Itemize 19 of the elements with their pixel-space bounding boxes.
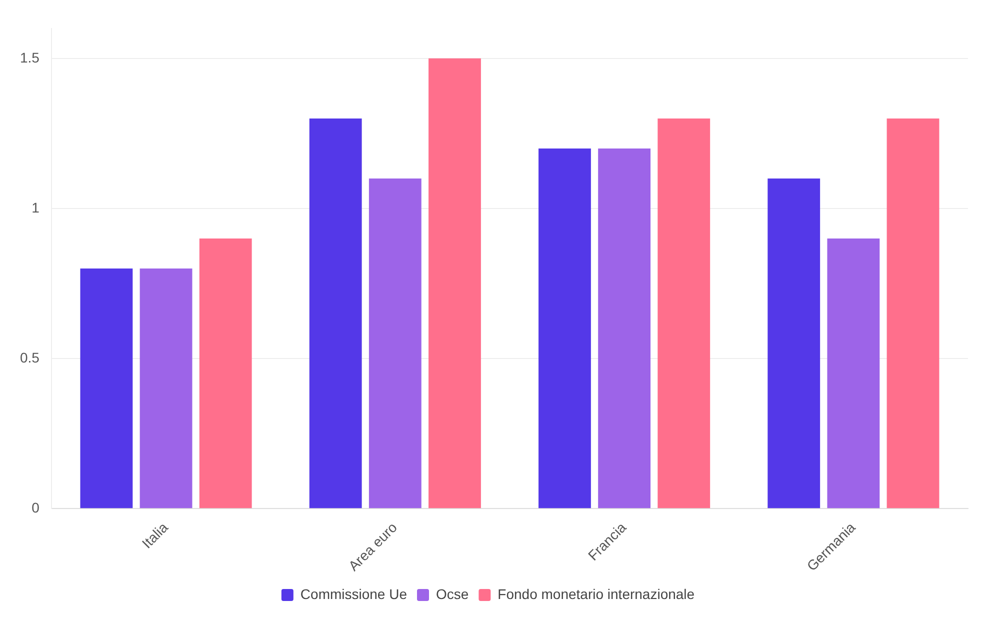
bar (140, 268, 192, 508)
bar (368, 178, 422, 508)
bar (598, 148, 651, 508)
y-tick-label: 1 (32, 199, 40, 216)
y-tick-label: 1.5 (20, 49, 40, 66)
bar (768, 178, 820, 508)
legend-label: Ocse (436, 586, 469, 602)
y-tick-label: 0.5 (20, 349, 40, 366)
bar (886, 118, 940, 508)
bar (199, 238, 252, 508)
bar (538, 148, 591, 508)
y-tick-label: 0 (32, 500, 40, 516)
legend-label: Fondo monetario internazionale (498, 586, 695, 602)
bar (80, 268, 133, 508)
bar (658, 118, 710, 508)
bar (428, 58, 481, 508)
bar (827, 238, 880, 508)
legend-label: Commissione Ue (300, 586, 408, 602)
bar (309, 118, 362, 508)
